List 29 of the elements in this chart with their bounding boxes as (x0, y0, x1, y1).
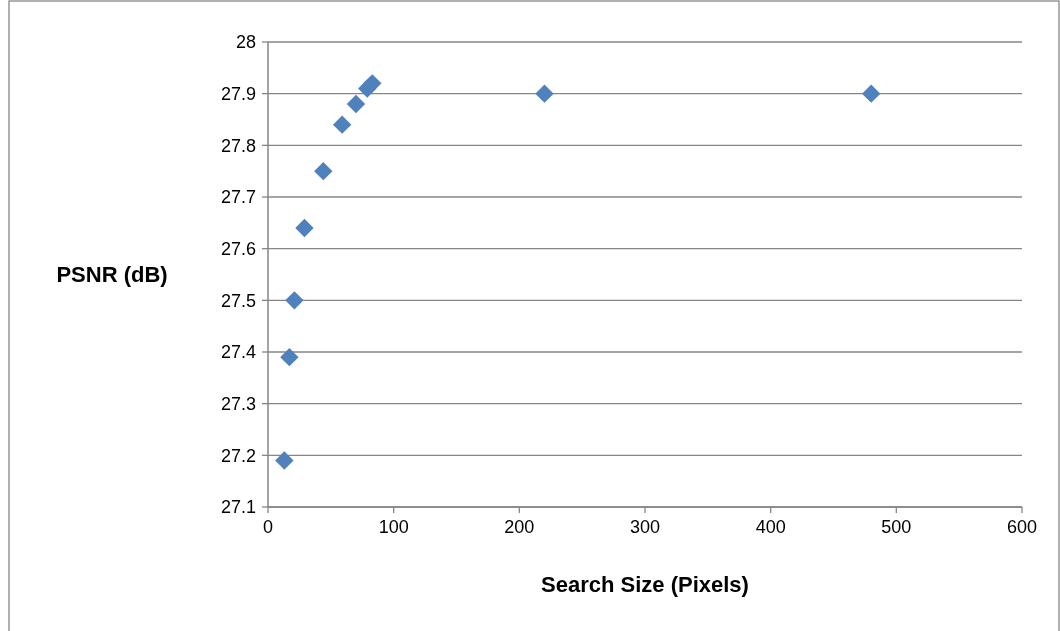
y-tick-label: 27.3 (220, 393, 256, 414)
y-tick-label: 27.7 (220, 187, 256, 208)
y-tick-label: 27.2 (220, 445, 256, 466)
y-axis-title: PSNR (dB) (56, 262, 168, 288)
x-tick-label: 500 (881, 517, 912, 537)
x-tick-label: 200 (504, 517, 535, 537)
y-tick-label: 27.5 (220, 290, 256, 311)
point (285, 291, 304, 310)
point (346, 94, 366, 114)
point (862, 84, 881, 103)
point (332, 115, 352, 134)
y-tick-label: 27.9 (220, 83, 256, 104)
point (280, 347, 299, 367)
x-axis-title: Search Size (Pixels) (541, 572, 749, 597)
y-tick-label: 27.1 (220, 497, 256, 518)
point (314, 161, 333, 181)
y-tick-label: 27.6 (220, 238, 256, 259)
x-tick-label: 600 (1006, 517, 1038, 537)
point (363, 74, 382, 93)
x-tick-label: 400 (755, 517, 786, 537)
x-tick-label: 0 (262, 517, 274, 537)
y-tick-label: 27.4 (220, 342, 256, 363)
y-tick-label: 27.8 (220, 135, 256, 156)
point (535, 84, 554, 103)
point (275, 451, 294, 470)
y-tick-label: 28 (235, 32, 256, 53)
x-tick-label: 100 (378, 517, 409, 537)
x-tick-label: 300 (629, 517, 661, 537)
point (295, 218, 314, 238)
